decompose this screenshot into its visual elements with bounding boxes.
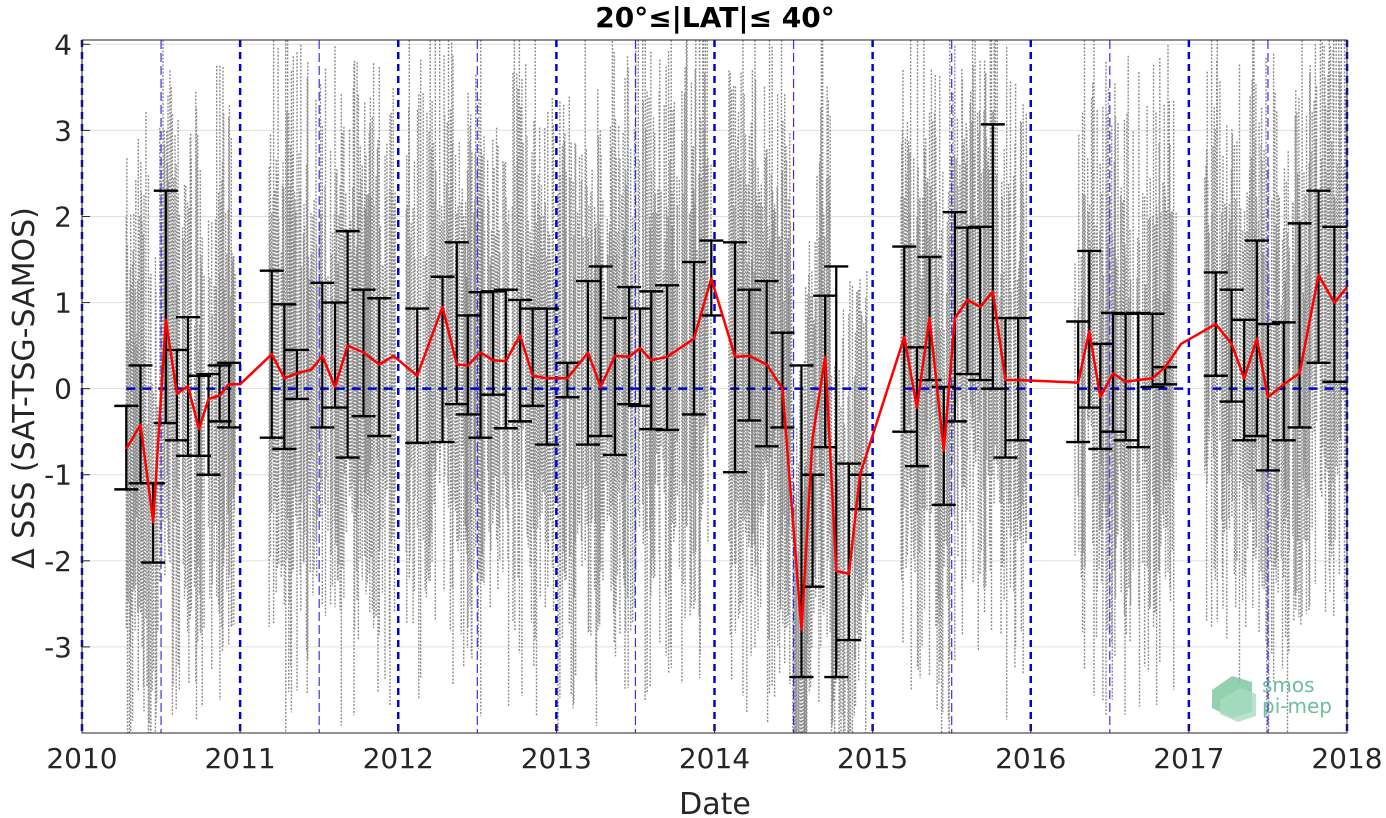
x-tick-label: 2015 [837,742,908,775]
x-tick-label: 2010 [46,742,117,775]
x-axis-title: Date [679,787,751,818]
x-tick-label: 2016 [995,742,1066,775]
x-tick-label: 2017 [1153,742,1224,775]
logo-line-2: pi-mep [1262,694,1332,718]
y-tick-label: 3 [54,114,72,147]
y-tick-label: -2 [44,545,72,578]
y-tick-label: 4 [54,28,72,61]
y-axis-title: Δ SSS (SAT-TSG-SAMOS) [7,207,42,569]
y-tick-label: -3 [44,631,72,664]
smos-pimep-logo: smos pi-mep [1212,673,1332,722]
y-tick-label: 1 [54,287,72,320]
y-tick-label: 2 [54,200,72,233]
y-tick-label: 0 [54,373,72,406]
logo-mark-icon [1212,676,1256,722]
y-tick-label: -1 [44,459,72,492]
chart-svg: 2010 2011 2012 2013 2014 2015 2016 2017 2018-3-2… [0,0,1386,818]
x-tick-label: 2012 [363,742,434,775]
x-tick-label: 2013 [521,742,592,775]
x-tick-label: 2014 [679,742,750,775]
x-tick-label: 2018 [1311,742,1382,775]
chart-title: 20°≤|LAT|≤ 40° [595,1,835,34]
x-tick-label: 2011 [204,742,275,775]
